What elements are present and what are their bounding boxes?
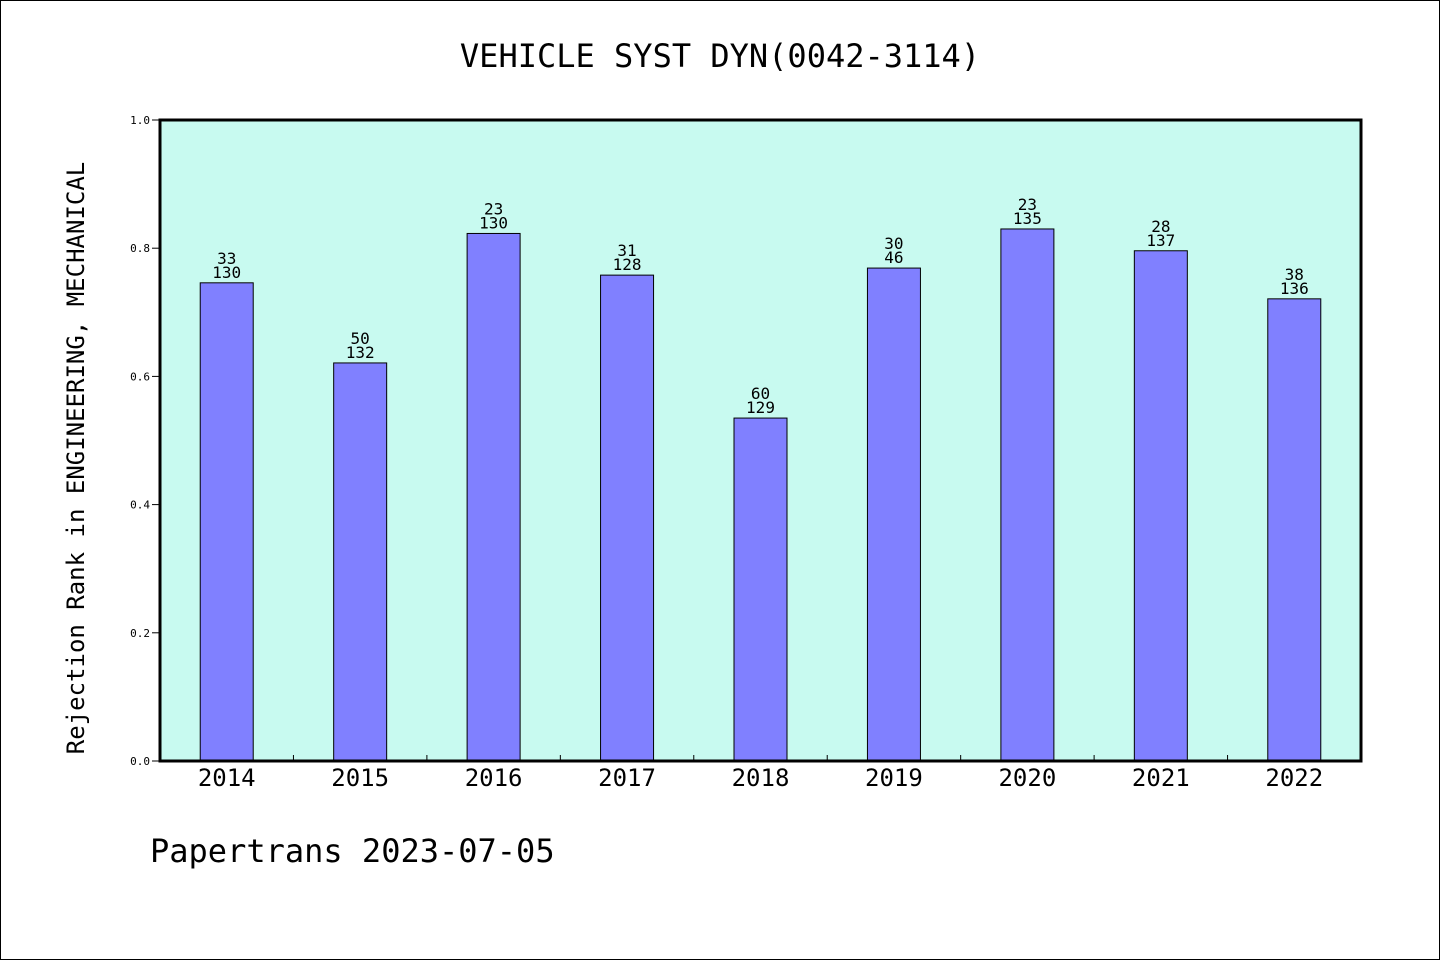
x-tick-label: 2018 xyxy=(732,764,790,792)
y-tick-label: 1.0 xyxy=(130,114,150,127)
y-tick-label: 0.8 xyxy=(130,242,150,255)
chart-marks: 0.00.20.40.60.81.02014331302015501322016… xyxy=(130,114,1323,792)
bar xyxy=(866,267,921,762)
bar-annotation-bottom: 130 xyxy=(479,213,508,232)
bar xyxy=(600,274,655,762)
bar-annotation-top: 31 xyxy=(617,241,636,260)
x-tick-label: 2021 xyxy=(1132,764,1190,792)
bar xyxy=(333,362,388,762)
bar xyxy=(199,282,254,762)
bar-annotation-top: 23 xyxy=(1018,195,1037,214)
footer-text: Papertrans 2023-07-05 xyxy=(150,832,555,870)
bar-annotation-top: 38 xyxy=(1285,265,1304,284)
bar-annotation-bottom: 132 xyxy=(346,343,375,362)
plot-border xyxy=(158,118,1363,763)
y-tick-label: 0.2 xyxy=(130,627,150,640)
bar-annotation-bottom: 135 xyxy=(1013,209,1042,228)
bar-annotation-top: 33 xyxy=(217,249,236,268)
y-tick-label: 0.4 xyxy=(130,499,150,512)
x-tick-label: 2019 xyxy=(865,764,923,792)
bar-annotation-top: 60 xyxy=(751,384,770,403)
bar-annotation-bottom: 136 xyxy=(1280,279,1309,298)
bar xyxy=(733,417,788,762)
chart-title: VEHICLE SYST DYN(0042-3114) xyxy=(460,37,980,75)
bar-annotation-top: 28 xyxy=(1151,217,1170,236)
bar xyxy=(1267,298,1322,762)
y-tick-label: 0.0 xyxy=(130,755,150,768)
bar-annotation-top: 30 xyxy=(884,234,903,253)
y-tick-label: 0.6 xyxy=(130,370,150,383)
x-tick-label: 2015 xyxy=(331,764,389,792)
bar-annotation-top: 23 xyxy=(484,199,503,218)
bar-annotation-bottom: 46 xyxy=(884,248,903,267)
bar xyxy=(466,232,521,762)
bar-annotation-bottom: 129 xyxy=(746,398,775,417)
x-tick-label: 2020 xyxy=(998,764,1056,792)
bar-annotation-bottom: 128 xyxy=(613,255,642,274)
x-tick-label: 2017 xyxy=(598,764,656,792)
bar-annotation-bottom: 130 xyxy=(212,263,241,282)
bar-annotation-top: 50 xyxy=(351,329,370,348)
x-tick-label: 2016 xyxy=(465,764,523,792)
bar-annotation-bottom: 137 xyxy=(1146,231,1175,250)
bar xyxy=(1133,250,1188,762)
y-axis-label: Rejection Rank in ENGINEERING, MECHANICA… xyxy=(62,162,90,754)
bar xyxy=(1000,228,1055,762)
x-tick-label: 2022 xyxy=(1265,764,1323,792)
x-tick-label: 2014 xyxy=(198,764,256,792)
